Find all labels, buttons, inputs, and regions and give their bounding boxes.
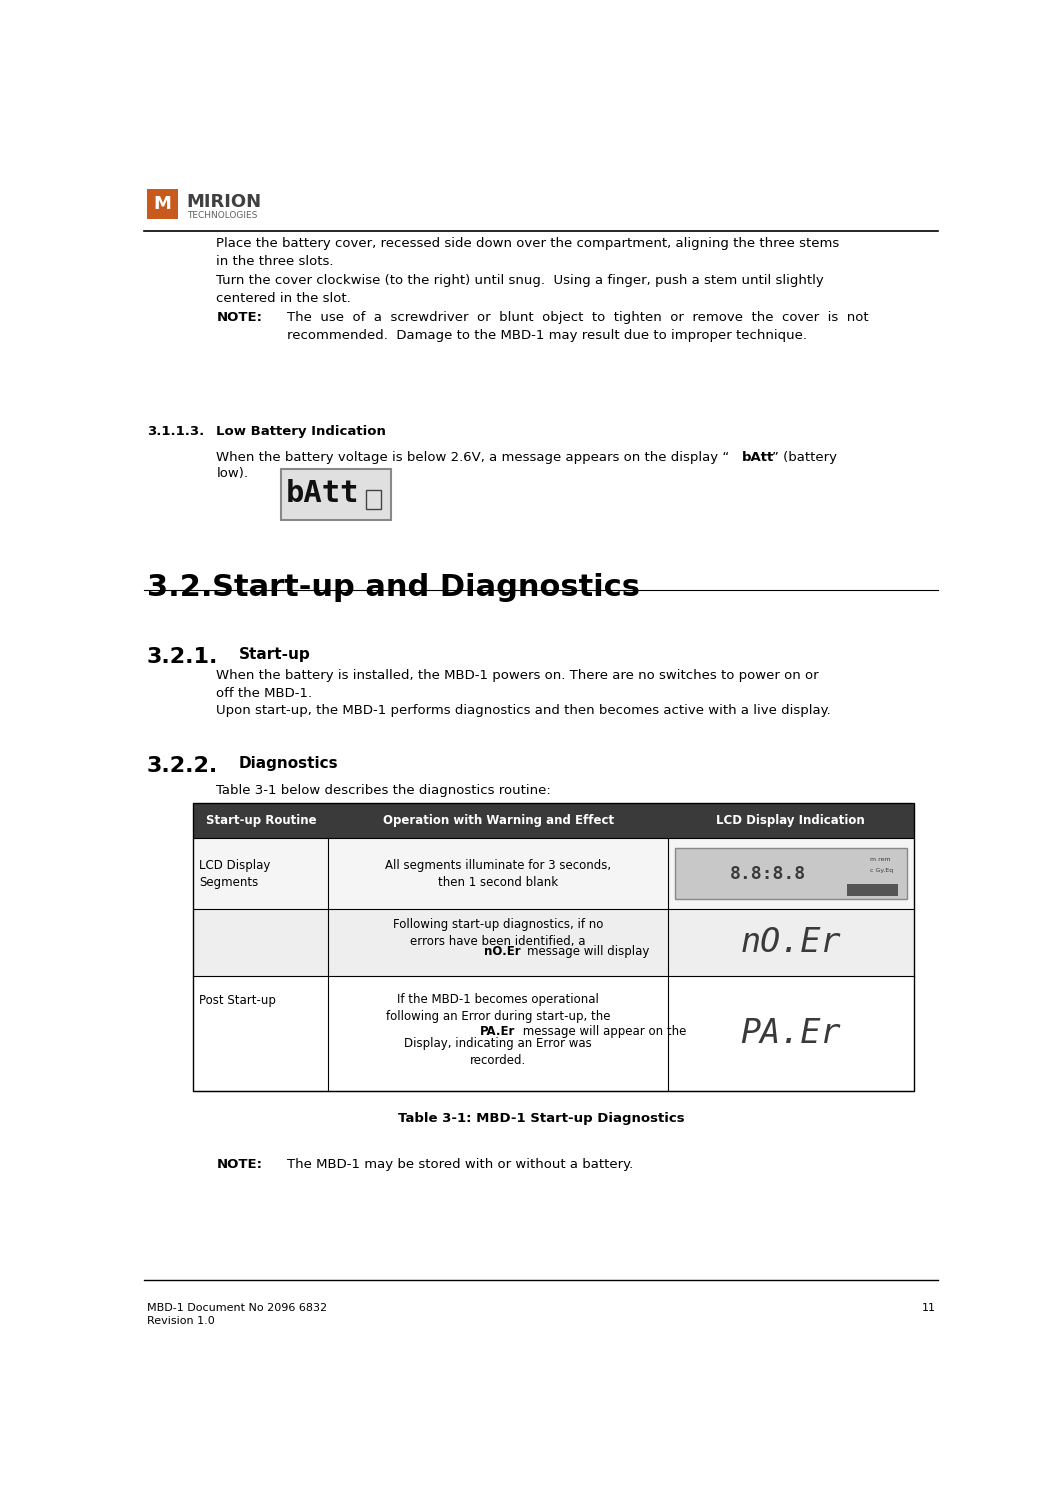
Text: M: M: [153, 194, 171, 212]
Text: Diagnostics: Diagnostics: [239, 756, 338, 771]
Text: nO.Er: nO.Er: [740, 925, 842, 960]
Text: When the battery is installed, the MBD-1 powers on. There are no switches to pow: When the battery is installed, the MBD-1…: [216, 668, 818, 700]
Text: LCD Display Indication: LCD Display Indication: [716, 815, 865, 827]
Text: Start-up: Start-up: [239, 647, 310, 662]
Text: All segments illuminate for 3 seconds,
then 1 second blank: All segments illuminate for 3 seconds, t…: [385, 858, 611, 888]
Text: bAtt: bAtt: [286, 480, 360, 508]
Text: If the MBD-1 becomes operational
following an Error during start-up, the: If the MBD-1 becomes operational followi…: [386, 993, 610, 1023]
Text: TECHNOLOGIES: TECHNOLOGIES: [187, 211, 258, 220]
Text: nO.Er: nO.Er: [484, 945, 521, 958]
Bar: [847, 884, 898, 896]
Text: Low Battery Indication: Low Battery Indication: [216, 425, 386, 438]
Text: PA.Er: PA.Er: [480, 1024, 515, 1038]
Text: Operation with Warning and Effect: Operation with Warning and Effect: [382, 815, 614, 827]
Text: 3.1.1.3.: 3.1.1.3.: [147, 425, 204, 438]
Text: 3.2.2.: 3.2.2.: [147, 756, 218, 776]
Text: ” (battery: ” (battery: [772, 451, 837, 463]
Text: MBD-1 Document No 2096 6832: MBD-1 Document No 2096 6832: [147, 1304, 327, 1314]
Text: The  use  of  a  screwdriver  or  blunt  object  to  tighten  or  remove  the  c: The use of a screwdriver or blunt object…: [287, 311, 869, 342]
Text: Upon start-up, the MBD-1 performs diagnostics and then becomes active with a liv: Upon start-up, the MBD-1 performs diagno…: [216, 704, 831, 718]
Text: Table 3-1 below describes the diagnostics routine:: Table 3-1 below describes the diagnostic…: [216, 783, 551, 797]
Text: 3.2.1.: 3.2.1.: [147, 647, 219, 667]
Bar: [193, 976, 913, 1091]
Text: 3.2.: 3.2.: [147, 573, 212, 602]
Text: Following start-up diagnostics, if no
errors have been identified, a: Following start-up diagnostics, if no er…: [393, 918, 603, 948]
Text: Place the battery cover, recessed side down over the compartment, aligning the t: Place the battery cover, recessed side d…: [216, 238, 840, 268]
Text: low).: low).: [216, 466, 248, 480]
Text: m rem: m rem: [870, 857, 890, 861]
Text: message will display: message will display: [527, 945, 649, 958]
Text: MIRION: MIRION: [187, 193, 262, 211]
Text: Display, indicating an Error was
recorded.: Display, indicating an Error was recorde…: [404, 1038, 592, 1067]
Text: NOTE:: NOTE:: [216, 311, 262, 323]
Text: Revision 1.0: Revision 1.0: [147, 1316, 214, 1326]
Text: 11: 11: [922, 1304, 936, 1314]
Bar: [193, 909, 913, 976]
Text: When the battery voltage is below 2.6V, a message appears on the display “: When the battery voltage is below 2.6V, …: [216, 451, 730, 463]
FancyBboxPatch shape: [147, 188, 177, 218]
Text: 8.8:8.8: 8.8:8.8: [730, 864, 806, 882]
Text: The MBD-1 may be stored with or without a battery.: The MBD-1 may be stored with or without …: [287, 1157, 634, 1171]
Text: PA.Er: PA.Er: [740, 1017, 842, 1049]
Text: Start-up and Diagnostics: Start-up and Diagnostics: [212, 573, 640, 602]
Text: message will appear on the: message will appear on the: [518, 1024, 686, 1038]
FancyBboxPatch shape: [281, 469, 392, 520]
Bar: [193, 803, 913, 837]
Bar: [366, 490, 381, 508]
Text: NOTE:: NOTE:: [216, 1157, 262, 1171]
Text: Table 3-1: MBD-1 Start-up Diagnostics: Table 3-1: MBD-1 Start-up Diagnostics: [398, 1112, 684, 1124]
FancyBboxPatch shape: [675, 848, 907, 898]
Text: Start-up Routine: Start-up Routine: [206, 815, 316, 827]
Text: LCD Display
Segments: LCD Display Segments: [200, 858, 270, 888]
Text: Turn the cover clockwise (to the right) until snug.  Using a finger, push a stem: Turn the cover clockwise (to the right) …: [216, 274, 824, 305]
Bar: [193, 803, 913, 1091]
Text: bAtt: bAtt: [741, 451, 774, 463]
Bar: [193, 837, 913, 909]
Text: c Gy.Eq: c Gy.Eq: [870, 869, 893, 873]
Text: Post Start-up: Post Start-up: [200, 994, 276, 1006]
